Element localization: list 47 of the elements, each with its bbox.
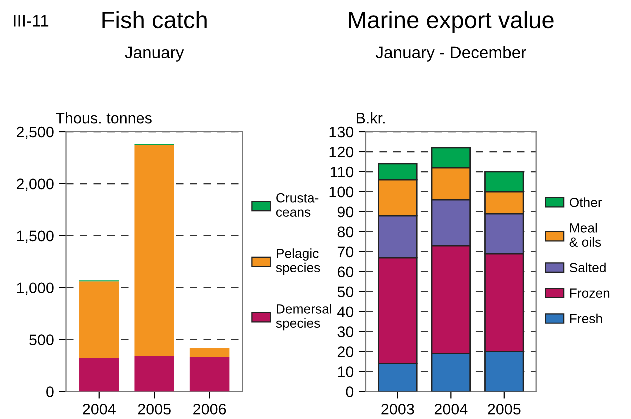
legend-label: Demersal species <box>276 304 332 331</box>
y-axis-title: Thous. tonnes <box>56 112 152 124</box>
text: III-11 <box>14 15 49 27</box>
bar <box>134 145 174 356</box>
y-tick-label: 30 <box>338 326 354 338</box>
legend-label: Salted <box>570 262 606 273</box>
legend-label: Frozen <box>570 288 610 298</box>
y-tick-label: 120 <box>330 146 354 158</box>
y-tick-label: 80 <box>338 226 354 238</box>
y-tick-label: 10 <box>338 366 354 378</box>
chart-subtitle: January - December <box>376 46 526 62</box>
y-tick-label: 90 <box>338 206 354 218</box>
legend-label: Pelagic species <box>276 248 320 276</box>
chart-title: Fish catch <box>102 11 207 29</box>
bar <box>80 282 120 359</box>
y-tick-label: 130 <box>330 126 354 138</box>
y-axis-title: B.kr. <box>357 112 385 124</box>
x-tick-label: 2006 <box>194 404 226 415</box>
y-tick-label: 2,000 <box>16 178 54 192</box>
y-tick-label: 20 <box>338 346 354 358</box>
y-tick-label: 60 <box>338 266 354 278</box>
x-tick-label: 2005 <box>138 404 171 415</box>
y-tick-label: 1,000 <box>17 282 54 296</box>
y-tick-label: 500 <box>30 334 54 346</box>
bar <box>134 356 174 392</box>
y-tick-label: 50 <box>338 286 354 298</box>
x-tick-label: 2003 <box>382 404 414 415</box>
legend-label: Other <box>570 198 602 208</box>
legend-label: Crusta-ceans <box>276 193 319 217</box>
x-tick-label: 2004 <box>83 404 116 415</box>
bar <box>190 357 230 392</box>
y-tick-label: 110 <box>330 166 354 178</box>
bar <box>80 358 120 392</box>
bar <box>190 348 230 358</box>
y-tick-label: 0 <box>346 386 354 398</box>
chart-title: Marine export value <box>349 11 554 34</box>
legend-label: Fresh <box>570 314 602 324</box>
legend-label: Meal & oils <box>570 223 602 248</box>
y-tick-label: 2,500 <box>16 126 54 140</box>
y-tick-label: 70 <box>338 246 354 258</box>
chart-subtitle: January <box>125 46 184 62</box>
y-tick-label: 1,500 <box>17 230 54 244</box>
x-tick-label: 2004 <box>434 404 468 415</box>
y-tick-label: 40 <box>338 306 354 318</box>
x-tick-label: 2005 <box>488 404 521 415</box>
y-tick-label: 100 <box>330 186 354 198</box>
y-tick-label: 0 <box>46 386 54 398</box>
